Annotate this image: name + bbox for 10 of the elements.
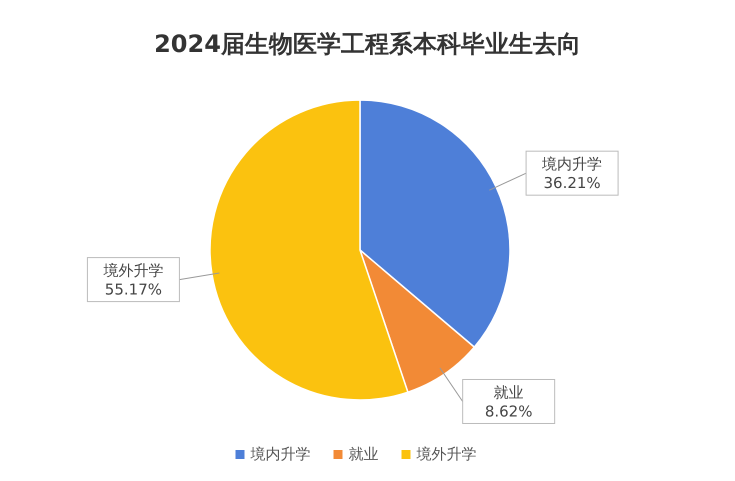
legend-label: 境内升学 xyxy=(250,445,310,463)
legend-label: 境外升学 xyxy=(416,445,476,463)
slice-label: 就业 xyxy=(494,383,524,402)
slice-label: 境外升学 xyxy=(102,262,164,280)
chart-title: 2024届生物医学工程系本科毕业生去向 xyxy=(154,30,581,58)
slice-label: 境内升学 xyxy=(541,155,602,174)
data-label: 55.17% xyxy=(104,280,162,299)
data-label: 8.62% xyxy=(484,402,532,420)
data-label: 36.21% xyxy=(543,174,601,192)
legend-label: 就业 xyxy=(348,445,378,463)
